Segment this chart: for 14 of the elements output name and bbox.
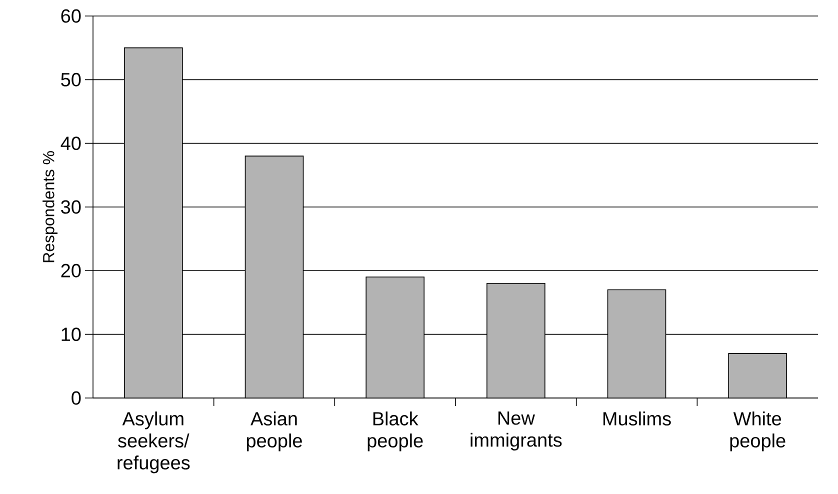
x-tick-label: Black people (368, 412, 423, 452)
y-tick-label: 40 (60, 136, 81, 150)
y-tick-label: 30 (61, 200, 81, 214)
x-tick-label: Muslims (603, 412, 671, 426)
y-tick-label: 50 (61, 72, 81, 86)
y-axis-title: Respondents % (42, 151, 58, 262)
y-tick-label: 10 (62, 328, 81, 342)
y-tick-label: 20 (61, 264, 81, 278)
y-tick-label: 0 (72, 391, 81, 405)
x-tick-label: White people (730, 412, 786, 452)
x-tick-label: New immigrants (470, 412, 562, 451)
x-tick-label: Asylum seekers/ refugees (118, 412, 190, 474)
y-tick-label: 60 (61, 9, 81, 23)
x-tick-label: Asian people (246, 412, 302, 452)
